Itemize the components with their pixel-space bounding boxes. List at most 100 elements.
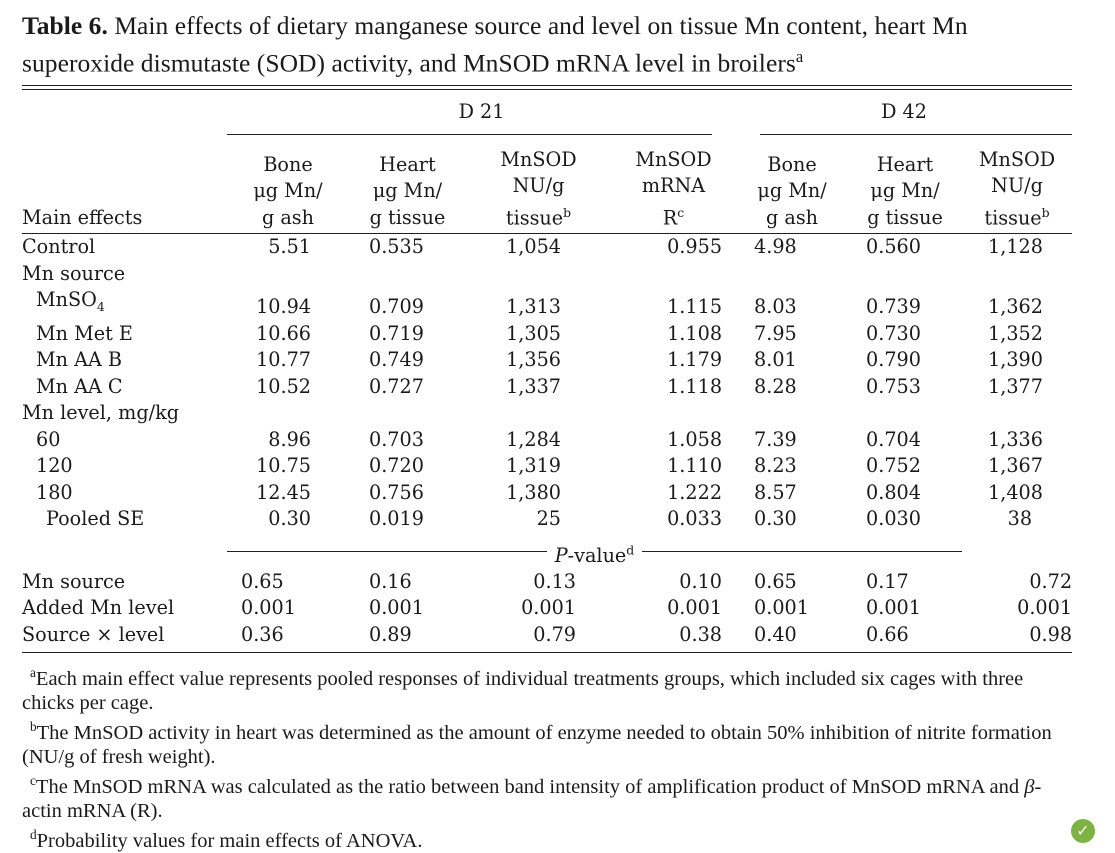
row-label: Mn Met E (22, 321, 227, 348)
h-line: NU/g (991, 174, 1043, 197)
row-label-text: Mn source (22, 261, 126, 285)
row-label-text: Added Mn level (22, 596, 175, 620)
table-row: 60 8.96 0.703 1,284 1.058 7.39 0.704 1,336 (22, 427, 1072, 454)
table-cell: 1.222 (667, 480, 723, 504)
table-cell: 0.727 (369, 374, 424, 398)
table-cell: 0.79 (533, 622, 576, 646)
row-label-text: Mn AA B (36, 348, 123, 372)
footnote-a-text: Each main effect value represents pooled… (22, 668, 1024, 715)
table-cell: 0.001 (866, 596, 921, 620)
table-cell: 0.753 (866, 374, 921, 398)
table-cell: 0.89 (369, 622, 412, 646)
caption-text: Main effects of dietary manganese source… (22, 11, 968, 78)
row-label: 180 (22, 480, 227, 507)
table-cell: 0.001 (1017, 596, 1073, 620)
table-cell: 0.72 (1029, 569, 1073, 593)
caption-footnote-mark: a (795, 47, 804, 66)
table-cell: 1.108 (667, 321, 723, 345)
table-cell: 0.001 (369, 596, 424, 620)
table-cell: 0.13 (533, 569, 576, 593)
table-cell (349, 400, 466, 427)
h-line: Heart (379, 152, 436, 176)
col-header-main-effects: Main effects (22, 205, 143, 229)
h-line: μg Mn/ (253, 179, 323, 203)
footnotes: aEach main effect value represents poole… (22, 661, 1072, 852)
table-cell: 0.704 (866, 427, 921, 451)
table-cell: 1,362 (988, 295, 1043, 319)
footnote-d-text: Probability values for main effects of A… (36, 829, 423, 852)
group-header-row: D 21 D 42 (22, 90, 1072, 134)
table-cell: 0.560 (866, 235, 921, 259)
bottom-rule (22, 652, 1073, 654)
footnote-mark: c (30, 772, 36, 788)
table-cell: 1,367 (988, 454, 1043, 478)
table-label: Table 6. (22, 11, 108, 40)
pvalue-rows: Mn source 0.65 0.16 0.13 0.10 0.65 0.17 0.72 Add… (22, 569, 1072, 649)
row-label-text: Pooled SE (46, 507, 145, 531)
table-cell: 0.66 (866, 622, 909, 646)
group-rule-row (22, 133, 1073, 135)
table-cell: 8.96 (268, 427, 311, 451)
top-double-rule-2 (22, 88, 1072, 90)
h-line: MnSOD (500, 147, 577, 171)
table-cell: 0.001 (754, 596, 809, 620)
table-row: 180 12.45 0.756 1,380 1.222 8.57 0.804 1,408 (22, 480, 1072, 507)
row-label-text: Mn level, mg/kg (22, 401, 179, 425)
h-line: μg Mn/ (870, 179, 940, 203)
h-line: g tissue (867, 205, 943, 229)
header-rule-row (22, 231, 1073, 235)
table-cell: 1.058 (667, 427, 723, 451)
h-line: tissueb (962, 200, 1072, 232)
pvalue-row: P-valued (22, 533, 1072, 569)
table-row: Control 5.51 0.535 1,054 0.955 4.98 0.560 1,128 (22, 234, 1072, 261)
table-cell: 0.36 (241, 622, 284, 646)
table-cell: 0.719 (369, 321, 424, 345)
col-header-d42-bone: Bone μg Mn/g ash (736, 135, 848, 232)
col-header-d21-heart: Heart μg Mn/g tissue (349, 135, 466, 232)
leaf-logo-icon: ✓ (1071, 819, 1095, 843)
table-cell: 8.03 (754, 295, 797, 319)
group-d21-label: D 21 (458, 100, 505, 123)
footnote-mark: d (30, 826, 37, 842)
table-cell: 1,054 (506, 235, 561, 259)
table-cell: 0.10 (679, 569, 723, 593)
table-cell: 0.030 (866, 507, 921, 531)
h-line: μg Mn/ (757, 179, 827, 203)
h-line: g ash (766, 205, 819, 229)
row-label: Mn AA C (22, 374, 227, 401)
table-row: 120 10.75 0.720 1,319 1.110 8.23 0.752 1,367 (22, 453, 1072, 480)
group-d42-label: D 42 (881, 100, 927, 123)
table-cell (736, 400, 848, 427)
table-cell: 10.77 (256, 348, 311, 372)
table-cell: 1.115 (667, 295, 723, 319)
table-cell: 0.703 (369, 427, 424, 451)
table-cell: 0.98 (1029, 622, 1073, 646)
table-row: Mn level, mg/kg (22, 400, 1072, 427)
table-cell: 0.30 (268, 507, 311, 531)
row-label-text: 120 (36, 454, 73, 478)
table-cell: 1,319 (506, 454, 561, 478)
pvalue-table-row: Source × level 0.36 0.89 0.79 0.38 0.40 0.66 0.… (22, 622, 1072, 649)
table-cell: 1,284 (506, 427, 561, 451)
table-cell: 0.535 (369, 235, 424, 259)
table-cell (611, 261, 736, 288)
footnote-d: dProbability values for main effects of … (22, 823, 1072, 853)
row-label: Pooled SE (22, 506, 227, 533)
row-label: Mn source (22, 569, 227, 596)
row-label: Mn source (22, 261, 227, 288)
table-row: MnSO4 10.94 0.709 1,313 1.115 8.03 0.739 1,362 (22, 287, 1072, 320)
footnote-mark: a (30, 665, 36, 681)
h-line: NU/g (512, 174, 565, 197)
table-cell: 4.98 (754, 235, 797, 259)
table-cell: 0.65 (241, 569, 284, 593)
table-cell: 1,377 (988, 374, 1043, 398)
table-cell: 10.66 (256, 321, 311, 345)
footnote-c: cThe MnSOD mRNA was calculated as the ra… (22, 769, 1072, 823)
table-cell (848, 400, 962, 427)
footnote-mark: d (626, 542, 635, 558)
table-cell: 0.804 (866, 480, 921, 504)
table-cell: 0.001 (521, 596, 576, 620)
row-label: Source × level (22, 622, 227, 649)
row-label: MnSO4 (22, 287, 227, 320)
table-cell: 1,390 (988, 348, 1043, 372)
